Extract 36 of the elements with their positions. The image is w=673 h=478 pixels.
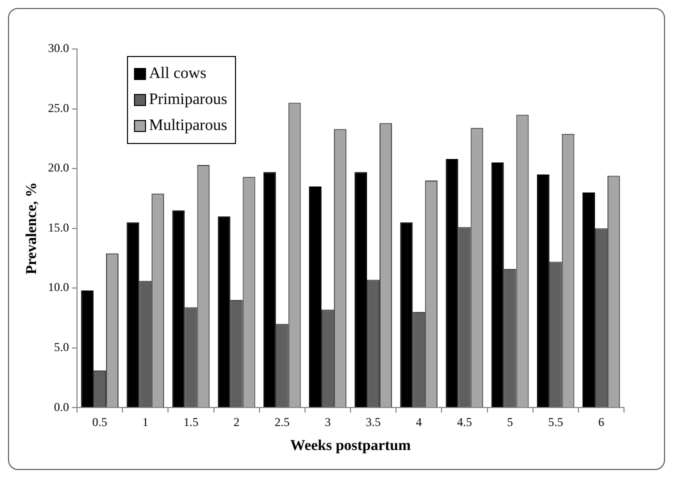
bar: [446, 158, 458, 408]
x-tick-label: 2: [234, 414, 240, 429]
x-tick-label: 1: [142, 414, 148, 429]
bar: [354, 172, 368, 408]
bar: [491, 162, 504, 408]
x-tick-label: 4.5: [456, 414, 472, 429]
x-tick-label: 2.5: [274, 414, 290, 429]
legend-label: All cows: [149, 64, 206, 84]
y-tick-label: 0.0: [54, 400, 69, 414]
x-tick-label: 1.5: [183, 414, 198, 429]
bar: [172, 210, 185, 408]
x-tick-label: 6: [598, 414, 604, 429]
y-tick-label: 30.0: [48, 41, 69, 56]
bar: [400, 222, 413, 408]
x-tick-label: 5: [507, 414, 514, 429]
bar: [536, 174, 550, 408]
bar: [218, 216, 230, 408]
bar: [263, 172, 276, 408]
x-tick-label: 3: [324, 414, 331, 429]
x-axis-title: Weeks postpartum: [290, 438, 412, 454]
bar: [309, 186, 322, 408]
y-tick-label: 25.0: [48, 100, 69, 115]
bar: [81, 290, 94, 408]
x-tick-label: 3.5: [366, 414, 381, 429]
x-tick-label: 4: [416, 414, 422, 429]
x-tick-label: 0.5: [92, 414, 108, 429]
y-axis-title: Prevalence, %: [24, 182, 40, 274]
bar: [582, 192, 595, 408]
x-tick-label: 5.5: [548, 414, 564, 429]
bar: [126, 222, 140, 408]
y-tick-label: 20.0: [48, 160, 69, 175]
legend-label: Primiparous: [149, 90, 228, 110]
y-tick-label: 10.0: [48, 280, 69, 294]
legend-label: Multiparous: [149, 116, 228, 136]
y-tick-label: 5.0: [54, 340, 69, 354]
y-tick-label: 15.0: [48, 220, 69, 234]
